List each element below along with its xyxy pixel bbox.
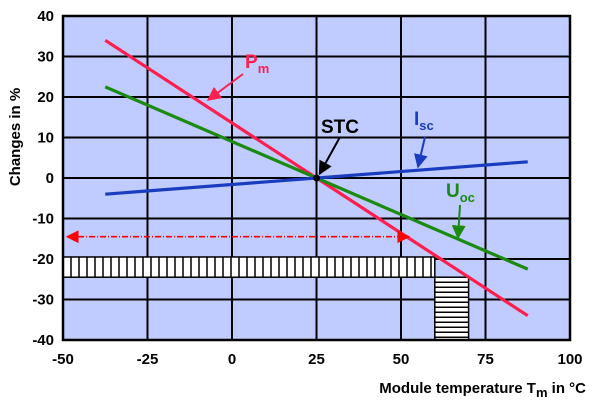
y-tick-label: 20: [37, 89, 54, 106]
x-tick-label: 100: [557, 351, 582, 368]
x-tick-label: 75: [477, 351, 494, 368]
x-tick-label: -25: [137, 351, 159, 368]
y-tick-label: -20: [32, 251, 54, 268]
pm-label: Pm: [245, 52, 269, 76]
x-axis-label: Module temperature Tm in °C: [379, 380, 586, 400]
y-tick-label: 10: [37, 130, 54, 147]
isc-label: Isc: [414, 109, 434, 133]
y-tick-label: -40: [32, 332, 54, 349]
hatched-regions: [62, 256, 470, 341]
annotations: STC Pm Uoc Isc: [65, 52, 475, 244]
isc-label-arrow: [414, 136, 428, 169]
x-tick-label: 50: [393, 351, 410, 368]
plot-frame: [61, 14, 572, 342]
uoc-label: Uoc: [446, 181, 475, 205]
stc-label: STC: [321, 117, 359, 138]
x-tick-label: -50: [52, 351, 74, 368]
y-tick-label: -10: [32, 211, 54, 228]
y-tick-label: 0: [46, 170, 54, 187]
x-tick-label: 0: [228, 351, 236, 368]
y-tick-label: 40: [37, 8, 54, 25]
y-tick-label: -30: [32, 292, 54, 309]
y-axis-label: Changes in %: [7, 88, 24, 186]
y-tick-label: 30: [37, 49, 54, 66]
stc-arrow: [318, 136, 341, 176]
pm-label-arrow: [206, 73, 244, 101]
x-tick-label: 25: [308, 351, 325, 368]
uoc-label-arrow: [451, 204, 466, 240]
stc-point: [313, 174, 320, 182]
x-tick-labels: -50 -25 0 25 50 75 100: [52, 351, 582, 368]
y-tick-labels: 40 30 20 10 0 -10 -20 -30 -40: [32, 8, 54, 349]
